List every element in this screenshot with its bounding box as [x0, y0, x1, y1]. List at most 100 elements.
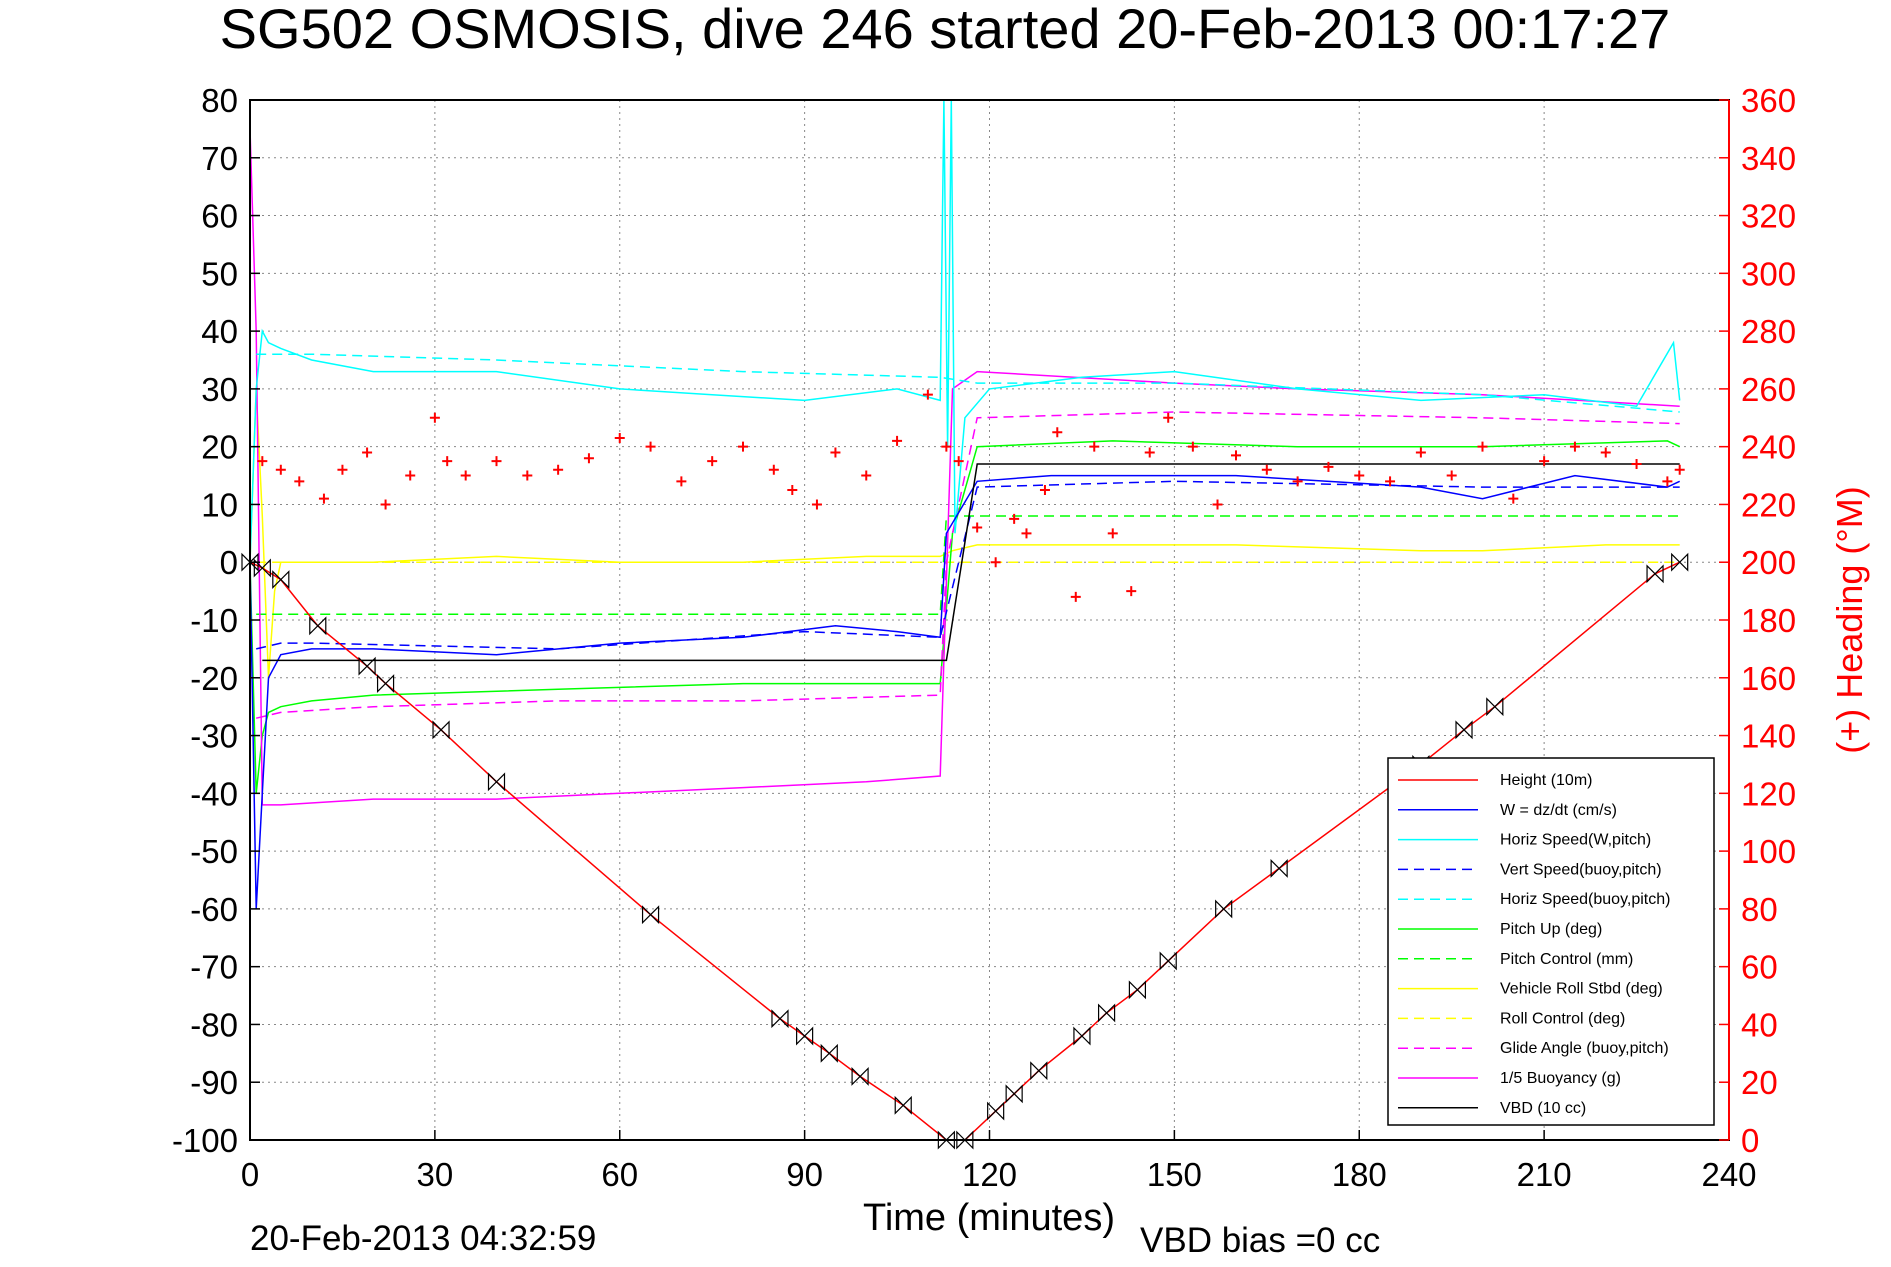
heading-point — [1662, 476, 1673, 487]
height-marker — [376, 674, 395, 694]
heading-point — [1631, 459, 1642, 469]
heading-point — [1415, 447, 1426, 458]
y-tick-label: 20 — [201, 429, 238, 466]
heading-point — [1052, 427, 1063, 438]
y2-tick-label: 360 — [1741, 82, 1796, 119]
heading-point — [972, 522, 983, 533]
y-tick-label: -70 — [190, 949, 238, 986]
height-marker — [487, 772, 506, 792]
heading-point — [1107, 528, 1118, 539]
x-tick-label: 210 — [1517, 1156, 1572, 1193]
vbd-bias-label: VBD bias =0 cc — [1140, 1221, 1380, 1260]
height-marker — [1128, 980, 1146, 1000]
heading-point — [1187, 441, 1198, 452]
heading-point — [738, 441, 748, 452]
heading-point — [941, 441, 952, 452]
x-tick-label: 120 — [962, 1156, 1017, 1193]
series-glide — [256, 411, 1680, 719]
heading-point — [1446, 470, 1457, 481]
y-tick-label: 60 — [201, 198, 238, 235]
series-line-roll — [249, 388, 1680, 678]
height-marker — [1097, 1003, 1116, 1023]
footer-timestamp: 20-Feb-2013 04:32:59 — [250, 1219, 596, 1258]
heading-point — [1508, 493, 1519, 504]
heading-point — [707, 456, 718, 467]
height-marker — [956, 1130, 974, 1150]
heading-point — [830, 447, 841, 458]
legend-box — [1387, 757, 1715, 1126]
y-tick-label: -80 — [190, 1006, 238, 1043]
y2-tick-label: 100 — [1741, 833, 1796, 870]
height-marker — [1215, 899, 1233, 919]
heading-point — [1477, 441, 1488, 452]
legend-entry: W = dz/dt (cm/s) — [1500, 802, 1617, 819]
height-marker — [272, 570, 290, 590]
series-line-glide — [256, 411, 1680, 719]
heading-point — [1009, 513, 1020, 524]
height-marker — [937, 1130, 955, 1150]
y-tick-label: 50 — [201, 255, 238, 292]
y2-tick-label: 260 — [1741, 371, 1796, 408]
heading-point — [614, 433, 625, 443]
height-marker — [1270, 858, 1288, 878]
x-tick-label: 90 — [786, 1156, 823, 1193]
heading-point — [768, 464, 779, 475]
legend: Height (10m) W = dz/dt (cm/s) Horiz Speed(… — [1387, 757, 1715, 1126]
y2-tick-label: 200 — [1741, 544, 1796, 581]
heading-point — [1021, 528, 1032, 539]
series-pitch — [249, 440, 1681, 794]
heading-point — [553, 464, 564, 475]
legend-entry: Pitch Control (mm) — [1500, 951, 1633, 968]
heading-point — [257, 456, 268, 467]
heading-point — [362, 447, 373, 458]
series-line-w — [249, 474, 1681, 909]
y2-tick-label: 320 — [1741, 198, 1796, 235]
y-tick-label: 40 — [201, 313, 238, 350]
y-tick-label: -60 — [190, 891, 238, 928]
y-tick-label: 70 — [201, 140, 238, 177]
heading-point — [861, 470, 872, 481]
heading-point — [491, 456, 502, 467]
y2-tick-label: 40 — [1741, 1006, 1778, 1043]
y2-tick-label: 160 — [1741, 660, 1796, 697]
x-axis-label: Time (minutes) — [863, 1197, 1115, 1239]
heading-point — [1261, 464, 1272, 475]
legend-entry: Vert Speed(buoy,pitch) — [1500, 861, 1662, 878]
height-marker — [1646, 564, 1664, 584]
heading-point — [583, 453, 594, 464]
y2-tick-label: 280 — [1741, 313, 1796, 350]
height-marker — [432, 720, 450, 740]
y2-tick-label: 180 — [1741, 602, 1796, 639]
y-tick-label: -90 — [190, 1064, 238, 1101]
heading-point — [380, 499, 391, 510]
height-marker — [771, 1009, 789, 1029]
series-vbd — [262, 463, 1680, 662]
height-marker — [1159, 951, 1177, 971]
heading-point — [953, 456, 964, 467]
legend-entry: Glide Angle (buoy,pitch) — [1500, 1040, 1669, 1057]
y-tick-label: -10 — [190, 602, 238, 639]
heading-point — [275, 464, 286, 475]
y-tick-label: -50 — [190, 833, 238, 870]
y-tick-label: 0 — [220, 544, 238, 581]
height-marker — [1486, 697, 1504, 717]
y-tick-label: 30 — [201, 371, 238, 408]
y2-tick-label: 340 — [1741, 140, 1796, 177]
x-tick-label: 30 — [417, 1156, 454, 1193]
height-marker — [820, 1043, 838, 1063]
y2-tick-label: 120 — [1741, 775, 1796, 812]
height-marker — [851, 1066, 869, 1086]
heading-point — [1144, 447, 1155, 458]
heading-point — [990, 557, 1001, 568]
x-tick-label: 0 — [241, 1156, 259, 1193]
height-marker — [1455, 720, 1473, 740]
heading-point — [645, 441, 656, 452]
heading-point — [429, 412, 440, 423]
x-tick-label: 240 — [1701, 1156, 1756, 1193]
heading-point — [1231, 450, 1241, 461]
y-tick-label: 10 — [201, 486, 238, 523]
heading-point — [1126, 586, 1137, 597]
height-marker — [1073, 1026, 1091, 1046]
y2-tick-label: 0 — [1741, 1122, 1759, 1159]
heading-point — [1163, 412, 1174, 423]
